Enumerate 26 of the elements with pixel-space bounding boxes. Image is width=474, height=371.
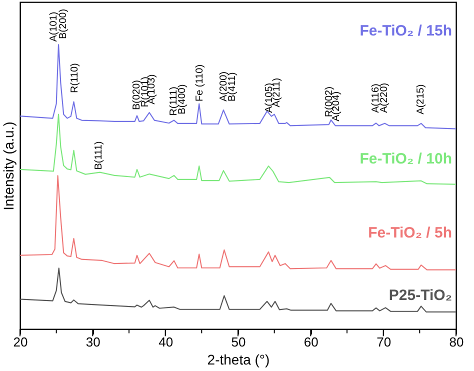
series-label: Fe-TiO₂ / 5h bbox=[368, 224, 452, 242]
x-tick-label: 70 bbox=[376, 334, 392, 350]
annotation: A(215) bbox=[415, 84, 426, 114]
annotation: A(220) bbox=[379, 82, 390, 113]
annotation: B(400) bbox=[177, 84, 188, 114]
text: A(101) bbox=[48, 12, 60, 42]
annotation: R(110) bbox=[70, 63, 80, 93]
x-tick-label: 60 bbox=[304, 334, 318, 350]
annotation: A(200) bbox=[218, 72, 230, 102]
x-tick-label: 30 bbox=[86, 334, 100, 350]
series-label: Fe-TiO₂ / 10h bbox=[360, 150, 452, 168]
series-label: P25-TiO₂ bbox=[388, 286, 452, 304]
x-tick-label: 80 bbox=[449, 334, 464, 350]
annotation: A(204) bbox=[331, 91, 342, 122]
annotation: B(111) bbox=[93, 141, 104, 170]
text: Fe-TiO₂ / 15h bbox=[360, 22, 452, 40]
text: B(200) bbox=[58, 8, 69, 39]
x-tick-label: 40 bbox=[158, 334, 174, 350]
annotation: A(116) bbox=[370, 84, 382, 113]
y-axis-title: Intensity (a.u.) bbox=[0, 122, 16, 210]
x-tick-label: 50 bbox=[231, 334, 246, 350]
annotation: B(020) bbox=[131, 80, 142, 110]
x-tick-label: 20 bbox=[13, 334, 28, 350]
annotation: B(411) bbox=[227, 72, 238, 102]
x-axis-title: 2-theta (°) bbox=[207, 352, 270, 368]
annotation: Fe (110) bbox=[194, 64, 206, 102]
